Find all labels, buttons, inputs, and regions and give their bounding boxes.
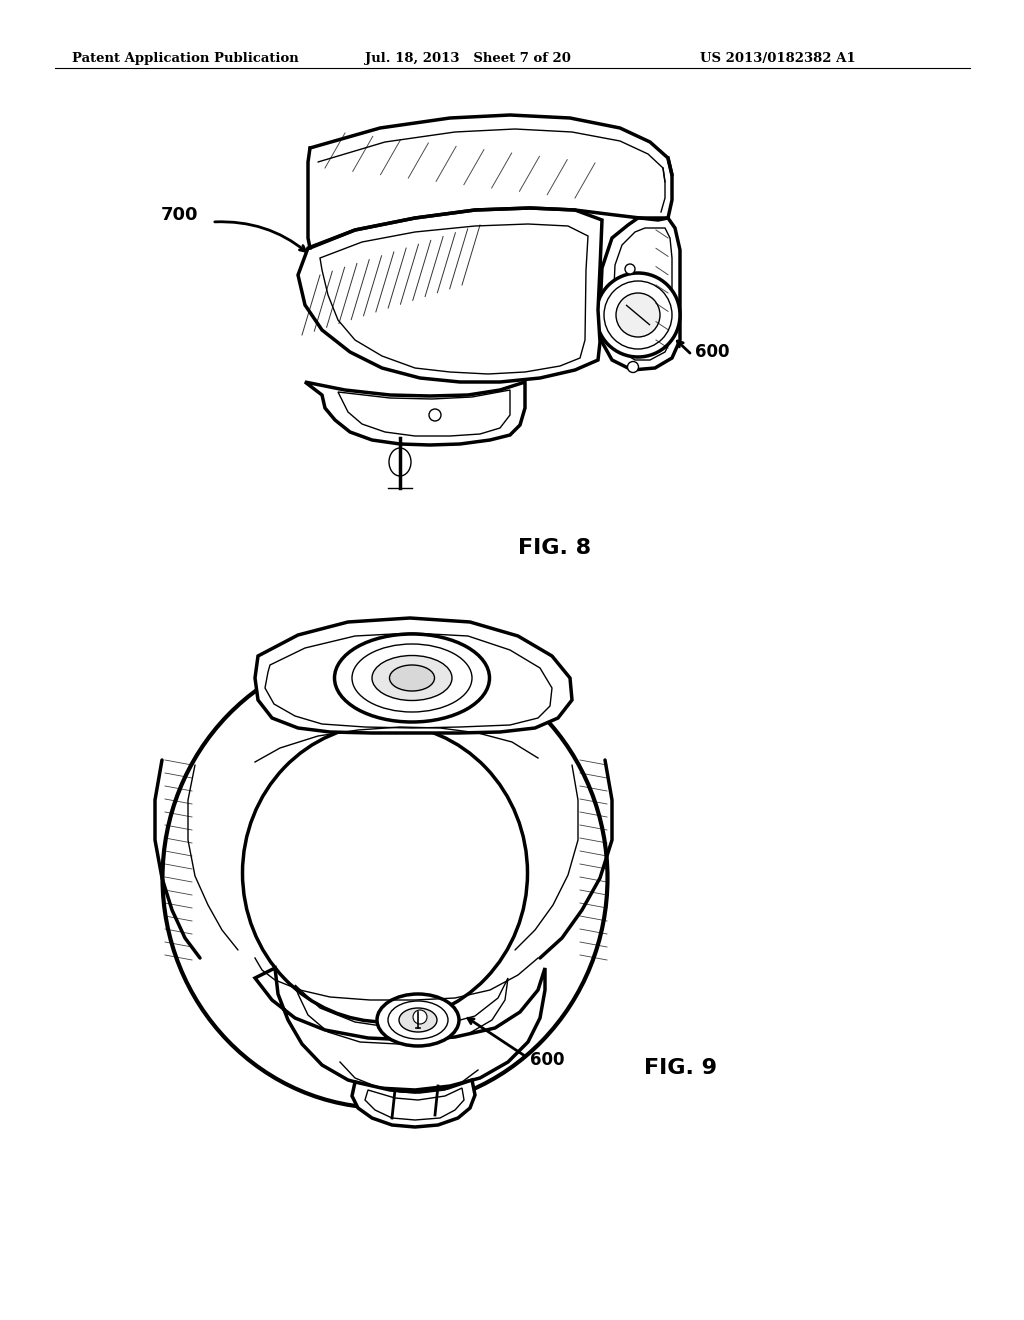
Ellipse shape xyxy=(389,665,434,690)
Ellipse shape xyxy=(399,1008,437,1032)
Text: FIG. 9: FIG. 9 xyxy=(643,1059,717,1078)
Polygon shape xyxy=(352,1080,475,1127)
Circle shape xyxy=(429,409,441,421)
Polygon shape xyxy=(255,968,545,1090)
Circle shape xyxy=(413,1010,427,1024)
Text: Jul. 18, 2013   Sheet 7 of 20: Jul. 18, 2013 Sheet 7 of 20 xyxy=(365,51,570,65)
Text: 600: 600 xyxy=(530,1051,564,1069)
Circle shape xyxy=(604,281,672,348)
Circle shape xyxy=(628,362,639,372)
Circle shape xyxy=(616,293,660,337)
Ellipse shape xyxy=(243,723,527,1022)
Polygon shape xyxy=(600,218,680,370)
Ellipse shape xyxy=(389,447,411,477)
Text: 700: 700 xyxy=(161,206,198,224)
Circle shape xyxy=(625,264,635,275)
Text: 600: 600 xyxy=(695,343,729,360)
Text: US 2013/0182382 A1: US 2013/0182382 A1 xyxy=(700,51,856,65)
Ellipse shape xyxy=(377,994,459,1045)
Text: Patent Application Publication: Patent Application Publication xyxy=(72,51,299,65)
Polygon shape xyxy=(305,381,525,445)
Ellipse shape xyxy=(372,656,452,701)
Polygon shape xyxy=(298,209,602,381)
Circle shape xyxy=(596,273,680,356)
Ellipse shape xyxy=(388,1001,449,1039)
Ellipse shape xyxy=(163,648,607,1107)
Ellipse shape xyxy=(335,634,489,722)
Polygon shape xyxy=(255,618,572,733)
Text: FIG. 8: FIG. 8 xyxy=(518,539,592,558)
Ellipse shape xyxy=(352,644,472,711)
